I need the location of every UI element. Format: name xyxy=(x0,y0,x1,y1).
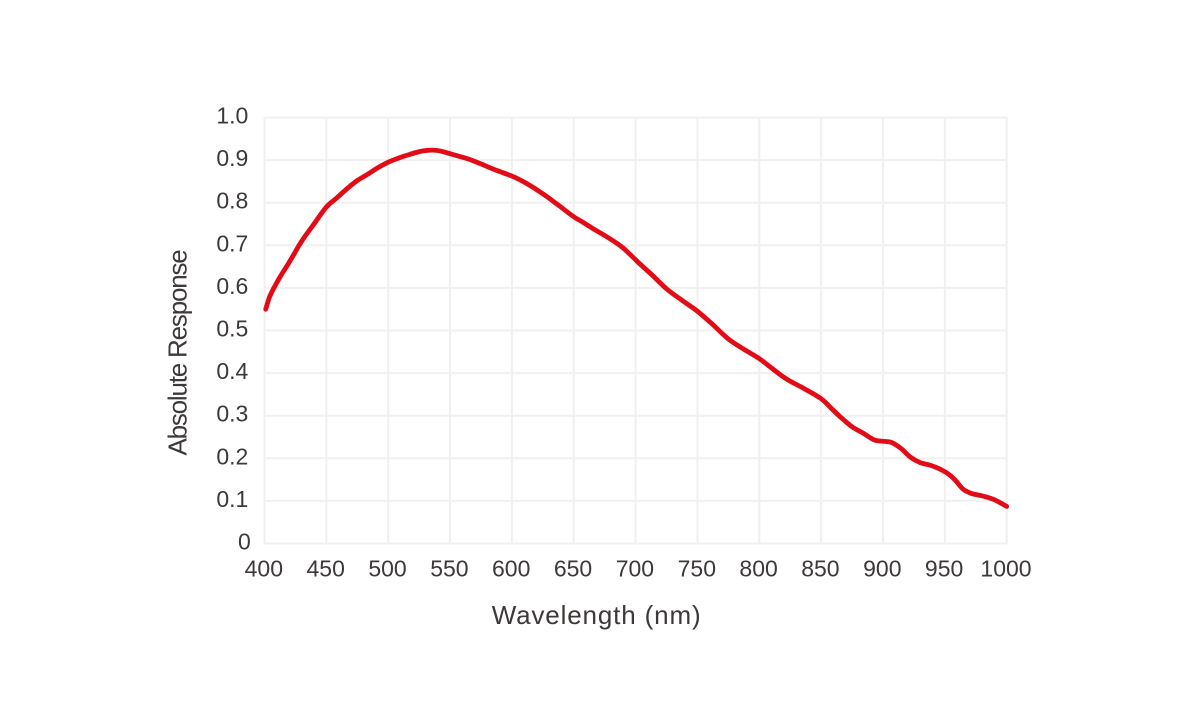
svg-text:800: 800 xyxy=(739,555,777,581)
svg-text:0.6: 0.6 xyxy=(216,273,248,299)
svg-text:0.9: 0.9 xyxy=(216,145,248,171)
svg-text:1000: 1000 xyxy=(980,555,1031,581)
svg-text:550: 550 xyxy=(430,555,468,581)
svg-text:900: 900 xyxy=(863,555,901,581)
svg-text:650: 650 xyxy=(554,555,592,581)
svg-text:0.8: 0.8 xyxy=(216,188,248,214)
svg-text:0.5: 0.5 xyxy=(216,316,248,342)
svg-text:500: 500 xyxy=(368,555,406,581)
svg-text:0.2: 0.2 xyxy=(216,443,248,469)
svg-text:0.7: 0.7 xyxy=(216,230,248,256)
svg-text:700: 700 xyxy=(616,555,654,581)
svg-text:600: 600 xyxy=(492,555,530,581)
svg-text:0.4: 0.4 xyxy=(216,358,248,384)
svg-text:750: 750 xyxy=(678,555,716,581)
svg-text:950: 950 xyxy=(925,555,963,581)
svg-text:1.0: 1.0 xyxy=(216,103,248,129)
svg-text:0.3: 0.3 xyxy=(216,401,248,427)
svg-text:450: 450 xyxy=(307,555,345,581)
svg-text:Wavelength (nm): Wavelength (nm) xyxy=(492,600,702,630)
svg-text:Absolute Response: Absolute Response xyxy=(163,250,193,456)
svg-text:0: 0 xyxy=(238,529,251,555)
svg-text:850: 850 xyxy=(801,555,839,581)
svg-text:0.1: 0.1 xyxy=(216,486,248,512)
svg-text:400: 400 xyxy=(245,555,283,581)
